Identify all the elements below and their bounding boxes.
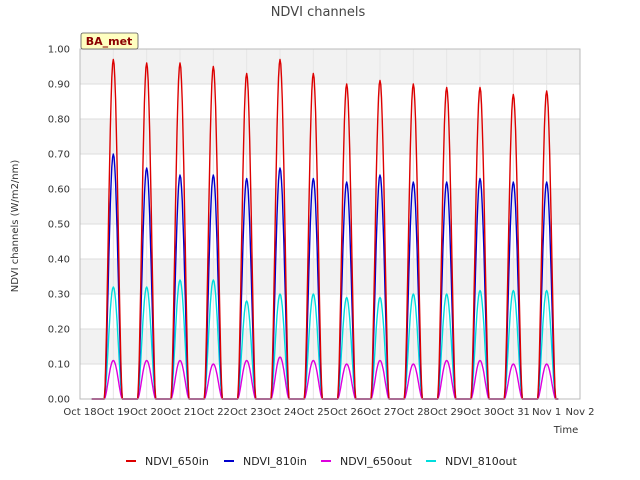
grid-band	[80, 259, 580, 294]
y-tick-label: 0.80	[48, 115, 70, 126]
x-tick-label: Oct 25	[297, 407, 330, 418]
x-tick-label: Oct 30	[463, 407, 496, 418]
y-tick-label: 0.70	[48, 150, 70, 161]
y-tick-label: 1.00	[48, 45, 70, 56]
y-tick-label: 0.50	[48, 220, 70, 231]
y-tick-label: 0.60	[48, 185, 70, 196]
y-tick-label: 0.20	[48, 325, 70, 336]
site-badge: BA_met	[80, 32, 139, 50]
x-tick-label: Oct 27	[363, 407, 396, 418]
y-tick-label: 0.00	[48, 395, 70, 406]
legend-item-NDVI_810out: NDVI_810out	[426, 455, 517, 468]
y-tick-label: 0.10	[48, 360, 70, 371]
x-tick-label: Oct 28	[397, 407, 430, 418]
site-badge-box	[80, 32, 139, 50]
legend-item-NDVI_810in: NDVI_810in	[224, 455, 307, 468]
chart-title: NDVI channels	[271, 5, 366, 20]
y-axis-label: NDVI channels (W/m2/nm)	[10, 160, 21, 293]
x-tick-label: Oct 22	[197, 407, 230, 418]
legend-label: NDVI_810out	[445, 455, 517, 468]
x-tick-label: Oct 21	[163, 407, 196, 418]
x-tick-label: Oct 23	[230, 407, 263, 418]
x-tick-label: Oct 18	[63, 407, 96, 418]
legend-label: NDVI_650out	[340, 455, 412, 468]
y-tick-label: 0.40	[48, 255, 70, 266]
grid-band	[80, 119, 580, 154]
y-tick-label: 0.90	[48, 80, 70, 91]
grid-band	[80, 189, 580, 224]
x-tick-label: Nov 2	[565, 407, 594, 418]
x-tick-label: Nov 1	[532, 407, 561, 418]
x-axis-label: Time	[553, 425, 578, 436]
legend-item-NDVI_650in: NDVI_650in	[126, 455, 209, 468]
x-tick-label: Oct 29	[430, 407, 463, 418]
plot-frame	[79, 48, 581, 400]
x-tick-label: Oct 31	[497, 407, 530, 418]
legend-label: NDVI_650in	[145, 455, 209, 468]
x-tick-labels: Oct 18 Oct 19 Oct 20 Oct 21 Oct 22 Oct 23 Oct …	[63, 407, 594, 418]
grid-band	[80, 49, 580, 84]
x-tick-label: Oct 26	[330, 407, 363, 418]
x-tick-label: Oct 19	[97, 407, 130, 418]
axes	[79, 48, 581, 400]
y-tick-labels: 0.00 0.10 0.20 0.30 0.40 0.50 0.60 0.70 0.80 0.90…	[48, 45, 70, 406]
grid-band	[80, 329, 580, 364]
y-tick-label: 0.30	[48, 290, 70, 301]
legend-label: NDVI_810in	[243, 455, 307, 468]
x-tick-label: Oct 20	[130, 407, 163, 418]
legend: NDVI_650in NDVI_810in NDVI_650out NDVI_810o…	[126, 455, 517, 468]
x-tick-label: Oct 24	[263, 407, 296, 418]
site-badge-label: BA_met	[86, 35, 133, 48]
legend-item-NDVI_650out: NDVI_650out	[321, 455, 412, 468]
